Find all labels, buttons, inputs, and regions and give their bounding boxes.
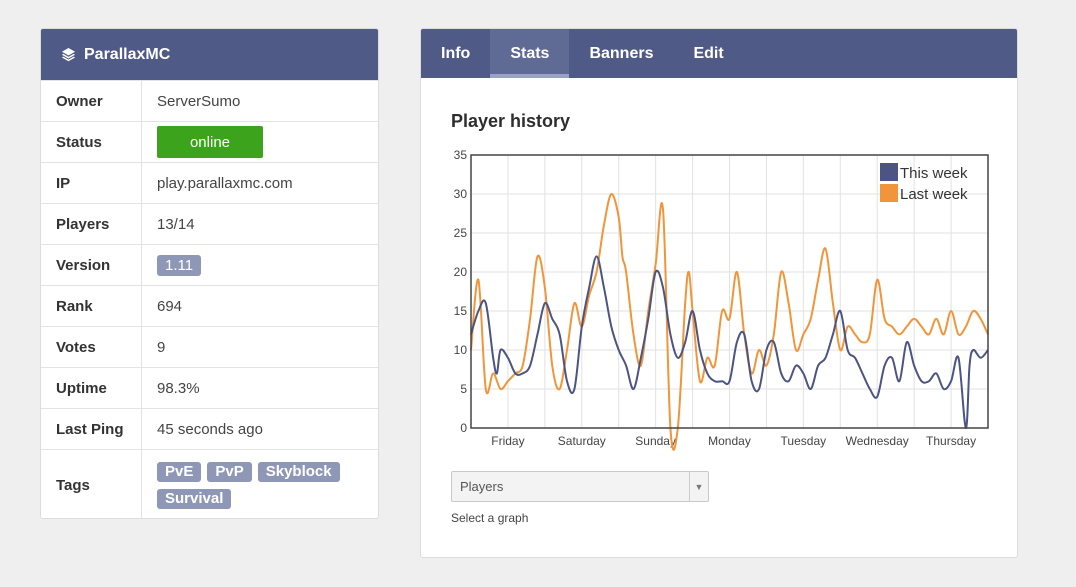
y-tick-label: 15 [454,304,468,318]
legend-swatch [880,163,898,181]
series-line-this-week [470,255,989,430]
chart-title: Player history [451,111,571,131]
layers-icon [61,47,76,62]
legend-label: Last week [900,186,968,203]
tab-edit[interactable]: Edit [693,44,724,62]
info-row-votes: Votes 9 [41,326,378,367]
tags-label: Tags [41,450,142,518]
x-tick-label: Sunday [635,434,676,448]
info-row-status: Status online [41,121,378,162]
tag-pve[interactable]: PvE [157,461,202,482]
info-row-tags: Tags PvE PvP Skyblock Survival [41,449,378,518]
x-tick-label: Saturday [558,434,606,448]
rank-label: Rank [41,286,142,326]
info-row-ip: IP play.parallaxmc.com [41,162,378,203]
info-row-last-ping: Last Ping 45 seconds ago [41,408,378,449]
tag-skyblock[interactable]: Skyblock [257,461,340,482]
tab-bar: Info Stats Banners Edit [421,29,1017,78]
chevron-down-icon[interactable]: ▼ [689,472,708,501]
stats-panel: Info Stats Banners Edit Player history 0… [420,28,1018,558]
y-tick-label: 20 [454,265,468,279]
tab-stats[interactable]: Stats [490,29,570,78]
info-row-players: Players 13/14 [41,203,378,244]
legend-label: This week [900,165,968,182]
server-name: ParallaxMC [84,45,171,63]
graph-select-value: Players [460,479,504,494]
legend-swatch [880,184,898,202]
uptime-label: Uptime [41,368,142,408]
tab-info[interactable]: Info [441,44,471,62]
info-row-owner: Owner ServerSumo [41,80,378,121]
server-info-panel: ParallaxMC Owner ServerSumo Status onlin… [40,28,379,519]
tag-survival[interactable]: Survival [157,488,232,509]
y-tick-label: 10 [454,343,468,357]
y-tick-label: 35 [454,148,468,162]
tab-banners[interactable]: Banners [589,44,654,62]
y-tick-label: 0 [460,421,467,435]
info-row-rank: Rank 694 [41,285,378,326]
player-history-chart: 0 5 10 15 20 25 30 35 Friday Saturday Sunday Monday… [454,148,989,451]
players-value: 13/14 [157,215,195,233]
votes-value: 9 [157,338,166,356]
info-row-version: Version 1.11 [41,244,378,285]
ip-value[interactable]: play.parallaxmc.com [157,174,293,192]
y-tick-label: 30 [454,187,468,201]
uptime-value: 98.3% [157,379,200,397]
tag-list: PvE PvP Skyblock Survival [157,460,357,511]
players-label: Players [41,204,142,244]
x-tick-label: Thursday [926,434,976,448]
version-badge: 1.11 [157,254,202,276]
y-tick-label: 25 [454,226,468,240]
info-row-uptime: Uptime 98.3% [41,367,378,408]
x-tick-label: Monday [708,434,751,448]
status-badge: online [157,126,263,158]
series-line-last-week [470,192,989,451]
plot-frame [470,154,989,429]
rank-value: 694 [157,297,183,315]
x-tick-label: Wednesday [846,434,909,448]
owner-label: Owner [41,81,142,121]
last-ping-label: Last Ping [41,409,142,449]
server-info-header: ParallaxMC [41,29,378,80]
x-tick-label: Tuesday [781,434,827,448]
version-label: Version [41,245,142,285]
owner-value: ServerSumo [157,92,241,110]
last-ping-value: 45 seconds ago [157,420,263,438]
status-label: Status [41,122,142,162]
ip-label: IP [41,163,142,203]
graph-select-help: Select a graph [451,511,529,525]
x-tick-label: Friday [491,434,524,448]
votes-label: Votes [41,327,142,367]
tag-pvp[interactable]: PvP [207,461,252,482]
y-tick-label: 5 [460,382,467,396]
graph-select[interactable]: Players ▼ [451,471,709,502]
